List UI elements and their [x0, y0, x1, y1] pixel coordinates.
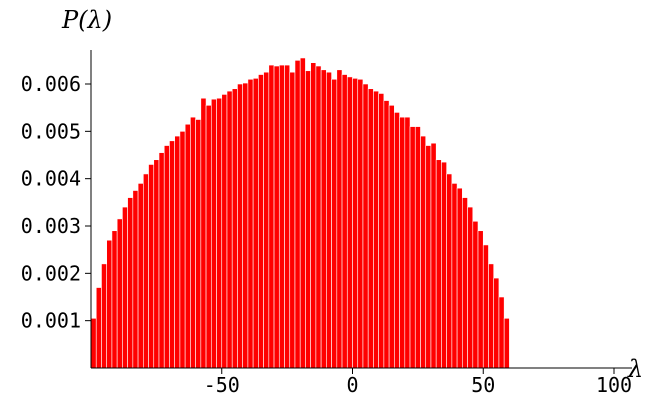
histogram-bar [284, 64, 291, 369]
histogram-bar [451, 183, 458, 369]
y-axis-title: P(λ) [61, 6, 112, 34]
histogram-bar [446, 173, 453, 369]
histogram-bar [169, 140, 175, 369]
histogram-bar [179, 131, 186, 369]
histogram-bar [195, 119, 202, 369]
histogram-bar [111, 230, 118, 369]
x-tick-label: 0 [346, 373, 358, 397]
histogram-bar [425, 145, 432, 369]
histogram-bar [163, 145, 170, 369]
histogram-bar [493, 277, 500, 369]
histogram-bar [158, 152, 165, 369]
histogram-bar [263, 71, 270, 369]
histogram-bar [388, 105, 395, 369]
x-tick-label: -50 [204, 373, 240, 397]
histogram-bar [498, 296, 505, 369]
y-tick-label: 0.004 [21, 167, 81, 191]
histogram-bar [106, 239, 113, 369]
histogram-bar [482, 244, 489, 369]
histogram-bar [299, 57, 306, 369]
histogram-bar [143, 173, 149, 369]
histogram-bar [373, 90, 379, 369]
histogram-bar [414, 126, 421, 369]
histogram-bar [357, 78, 364, 369]
histogram-bar [231, 88, 238, 369]
x-ticks-group: -50 0 50 100 [204, 368, 632, 397]
y-tick-label: 0.003 [21, 214, 81, 238]
histogram-bar [148, 164, 155, 369]
histogram-bar [315, 65, 322, 369]
histogram-bar [226, 90, 233, 369]
histogram-bar [90, 317, 97, 369]
histogram-bar [153, 159, 160, 369]
histogram-bar [503, 317, 510, 369]
histogram-bar [430, 142, 437, 369]
y-tick-label: 0.002 [21, 261, 81, 285]
histogram-bar [258, 74, 264, 369]
histogram-bar [278, 64, 285, 369]
histogram-bar [467, 206, 474, 369]
histogram-bar [362, 83, 369, 369]
histogram-bar [378, 93, 385, 369]
histogram-bar [242, 82, 249, 369]
histogram-bar [435, 159, 442, 369]
histogram-bar [320, 69, 327, 369]
x-tick-label: 100 [596, 373, 632, 397]
histogram-bar [132, 190, 139, 369]
histogram-bar [341, 74, 348, 369]
histogram-bar [174, 135, 181, 369]
histogram-bar [252, 78, 259, 369]
histogram-bar [190, 116, 196, 369]
histogram-bar [472, 220, 479, 369]
histogram-bar [273, 65, 280, 369]
histogram-bar [122, 206, 128, 369]
y-tick-label: 0.006 [21, 72, 81, 96]
histogram-bar [247, 78, 254, 369]
histogram-bar [137, 183, 144, 369]
histogram-bar [237, 83, 243, 369]
y-tick-label: 0.005 [21, 119, 81, 143]
y-ticks-group: 0.001 0.002 0.003 0.004 0.005 0.006 [21, 72, 91, 333]
histogram-bar [394, 112, 400, 369]
bars-group [90, 57, 510, 369]
axes-group [90, 50, 632, 369]
histogram-bar [127, 197, 134, 369]
histogram-bar [268, 64, 275, 369]
histogram-bar [221, 94, 228, 369]
histogram-bar [336, 69, 343, 369]
histogram-bar [101, 263, 107, 369]
histogram-bar [488, 263, 495, 369]
histogram-bar [477, 230, 484, 369]
histogram-bar [462, 197, 468, 369]
histogram-bar [456, 187, 463, 369]
histogram-bar [310, 62, 317, 369]
x-tick-label: 50 [471, 373, 495, 397]
histogram-bar [95, 287, 102, 369]
histogram-bar [383, 100, 390, 369]
histogram-bar [331, 78, 338, 369]
y-tick-label: 0.001 [21, 309, 81, 333]
histogram-bar [367, 88, 374, 369]
histogram-bar [326, 71, 332, 369]
histogram-bar [404, 116, 411, 369]
histogram-bar [294, 60, 301, 369]
histogram-bar [210, 98, 217, 369]
histogram-bar [409, 126, 416, 369]
histogram-bar [184, 123, 191, 369]
x-axis-title: λ [627, 355, 643, 383]
histogram-bar [420, 135, 427, 369]
histogram-bar [216, 97, 223, 369]
histogram-bar [289, 71, 296, 369]
histogram-bar [305, 70, 311, 369]
histogram-bar [116, 218, 123, 369]
histogram-bar [205, 105, 212, 369]
histogram-bar [441, 161, 447, 369]
histogram-bar [352, 78, 359, 369]
histogram-bar [200, 97, 207, 369]
histogram-bar [346, 76, 353, 369]
histogram-bar [399, 116, 406, 369]
